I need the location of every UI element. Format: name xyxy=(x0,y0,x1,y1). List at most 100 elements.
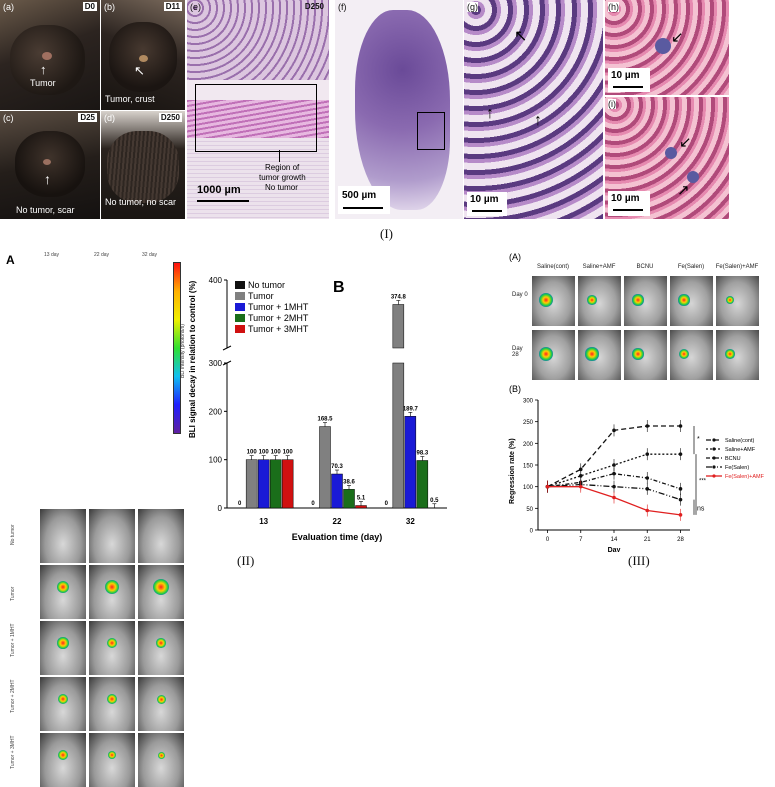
data-label: 189.7 xyxy=(403,406,419,412)
mouse-image xyxy=(138,733,184,787)
x-tick-label: 14 xyxy=(611,537,618,543)
legend-label: No tumor xyxy=(248,280,285,290)
mouse-image xyxy=(624,276,667,326)
bli-signal xyxy=(158,752,165,759)
legend-label: Tumor + 3MHT xyxy=(248,324,309,334)
y-tick-label: 100 xyxy=(209,456,223,465)
bli-signal xyxy=(726,296,735,305)
scale-bar xyxy=(197,200,249,202)
sig-triple: *** xyxy=(699,478,707,484)
panel-label-a: (a) xyxy=(3,2,14,12)
legend-label: Tumor + 1MHT xyxy=(248,302,309,312)
column-header: Fe(Salen) xyxy=(668,264,714,270)
bli-signal xyxy=(585,347,598,360)
day-label-c: D25 xyxy=(78,113,97,122)
note-b: Tumor, crust xyxy=(105,94,155,104)
stained-cell xyxy=(655,38,671,54)
mouse-image xyxy=(670,276,713,326)
day-label-b: D11 xyxy=(164,2,182,11)
column-header: Saline(cont) xyxy=(530,264,576,270)
mouse-image xyxy=(40,509,86,563)
data-label: 0 xyxy=(238,501,242,507)
scale-bar-label-h: 10 µm xyxy=(611,70,640,81)
bli-signal xyxy=(156,638,166,648)
y-tick-label: 100 xyxy=(523,485,534,491)
y-tick-label: 300 xyxy=(523,399,534,405)
histology-panel-f: (f) 500 µm xyxy=(335,0,463,219)
legend-swatch xyxy=(235,281,245,289)
note-a: Tumor xyxy=(30,78,56,88)
mouse-image xyxy=(138,621,184,675)
bli-signal xyxy=(587,295,597,305)
data-label: 0.5 xyxy=(430,498,439,504)
mouse-image xyxy=(716,330,759,380)
bar-upper xyxy=(393,304,404,348)
legend-swatch xyxy=(235,292,245,300)
column-header: BCNU xyxy=(622,264,668,270)
panel-label-b: (b) xyxy=(104,2,115,12)
legend-marker xyxy=(712,447,715,450)
photo-panel-a: (a) D0 ↑ Tumor xyxy=(0,0,100,110)
row-label: Tumor xyxy=(10,587,16,601)
y-tick-label: 200 xyxy=(209,407,223,416)
arrow-icon: ↗ xyxy=(677,181,690,199)
epidermis-layer xyxy=(187,0,329,80)
data-point xyxy=(679,452,683,456)
leader-line xyxy=(279,150,280,162)
data-point xyxy=(645,452,649,456)
bar xyxy=(282,460,293,508)
day-header-2: 22 day xyxy=(94,252,109,258)
mouse-image xyxy=(40,621,86,675)
bar xyxy=(332,474,343,508)
legend-marker xyxy=(712,474,715,477)
data-point xyxy=(645,509,649,513)
row-label: Tumor + 3MHT xyxy=(10,735,16,769)
x-tick-label: 21 xyxy=(644,537,651,543)
arrow-icon: ↖ xyxy=(134,63,145,79)
y-axis-label: BLI signal decay in relation to control … xyxy=(188,280,197,438)
mouse-image xyxy=(40,565,86,619)
caption-II: (II) xyxy=(237,553,254,569)
legend-marker xyxy=(712,465,715,468)
x-tick-label: 7 xyxy=(579,537,583,543)
bli-signal xyxy=(105,580,119,594)
data-point xyxy=(645,487,649,491)
caption-III: (III) xyxy=(628,553,650,569)
legend-marker xyxy=(712,456,715,459)
data-point xyxy=(612,496,616,500)
data-point xyxy=(679,424,683,428)
mouse-image xyxy=(89,621,135,675)
bar xyxy=(246,460,257,508)
data-label: 70.3 xyxy=(331,464,343,470)
panel-label-g: (g) xyxy=(467,2,478,12)
scale-bar-label-f: 500 µm xyxy=(342,190,376,201)
bli-signal xyxy=(153,579,169,595)
mouse-fur xyxy=(107,131,179,203)
arrow-icon: ↑ xyxy=(486,105,494,123)
bli-signal xyxy=(58,694,69,705)
data-point xyxy=(679,487,683,491)
data-point xyxy=(645,424,649,428)
legend-label: Saline+AMF xyxy=(725,447,756,453)
y-tick-label: 250 xyxy=(523,420,534,426)
mouse-image xyxy=(578,330,621,380)
mouse-image xyxy=(40,677,86,731)
bar xyxy=(417,460,428,508)
row-label: Tumor + 2MHT xyxy=(10,679,16,713)
y-axis-label: Regression rate (%) xyxy=(509,438,516,504)
arrow-icon: ↑ xyxy=(44,171,51,187)
y-tick-label: 0 xyxy=(218,504,223,513)
data-point xyxy=(679,513,683,517)
mouse-fur xyxy=(15,131,85,197)
scale-bar-label-e: 1000 µm xyxy=(197,184,241,196)
bar xyxy=(356,506,367,508)
bli-signal xyxy=(539,293,553,307)
legend-label: Tumor + 2MHT xyxy=(248,313,309,323)
highlight-box xyxy=(195,84,317,152)
mouse-image xyxy=(40,733,86,787)
data-point xyxy=(612,429,616,433)
x-tick-label: 28 xyxy=(677,537,684,543)
data-point xyxy=(679,498,683,502)
data-point xyxy=(612,485,616,489)
